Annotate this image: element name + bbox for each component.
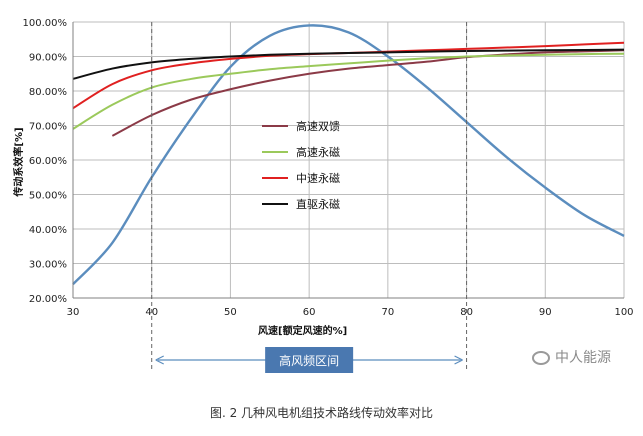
x-tick-label: 70: [381, 307, 394, 318]
y-tick-label: 40.00%: [29, 225, 67, 236]
x-tick-label: 90: [539, 307, 552, 318]
y-tick-label: 30.00%: [29, 260, 67, 271]
x-tick-label: 30: [67, 307, 80, 318]
figure-caption: 图. 2 几种风电机组技术路线传动效率对比: [209, 406, 434, 420]
band-label-box: [265, 347, 354, 373]
efficiency-chart: 30 40 50 60 70 80 90 100 20.00%30.00%40.00%50.0…: [12, 18, 634, 373]
y-tick-label: 80.00%: [29, 87, 67, 98]
y-tick-label: 100.00%: [23, 18, 68, 29]
series-line-0: [111, 49, 625, 137]
legend-label: 中速永磁: [296, 171, 340, 185]
legend-label: 高速双馈: [296, 119, 340, 133]
x-tick-label: 50: [224, 307, 237, 318]
y-axis-title: 传动系效率[%]: [12, 127, 25, 197]
series-line-1: [72, 52, 625, 130]
legend-label: 高速永磁: [296, 145, 340, 159]
x-axis-title: 风速[额定风速的%]: [258, 324, 347, 337]
band-arrow-left-icon: [155, 355, 164, 365]
y-tick-labels: 20.00% 30.00% 40.00% 50.00% 60.00% 70.00% 80.0…: [23, 18, 68, 305]
axes: [72, 22, 624, 299]
y-tick-label: 70.00%: [29, 122, 67, 133]
series-lines: [72, 24, 625, 286]
series-line-3: [72, 48, 625, 80]
band-label: 高风频区间: [279, 353, 339, 368]
y-tick-label: 50.00%: [29, 191, 67, 202]
y-tick-label: 60.00%: [29, 156, 67, 167]
wind-frequency-curve: [72, 24, 625, 286]
legend-label: 直驱永磁: [296, 197, 340, 211]
band-arrow-right-icon: [454, 355, 463, 365]
watermark: 中人能源: [532, 347, 611, 367]
y-tick-label: 20.00%: [29, 294, 67, 305]
y-tick-label: 90.00%: [29, 53, 67, 64]
x-tick-label: 100: [614, 307, 633, 318]
wechat-icon: [532, 351, 550, 365]
high-wind-band: 高风频区间: [151, 22, 468, 373]
x-tick-label: 60: [303, 307, 316, 318]
watermark-text: 中人能源: [555, 350, 611, 366]
